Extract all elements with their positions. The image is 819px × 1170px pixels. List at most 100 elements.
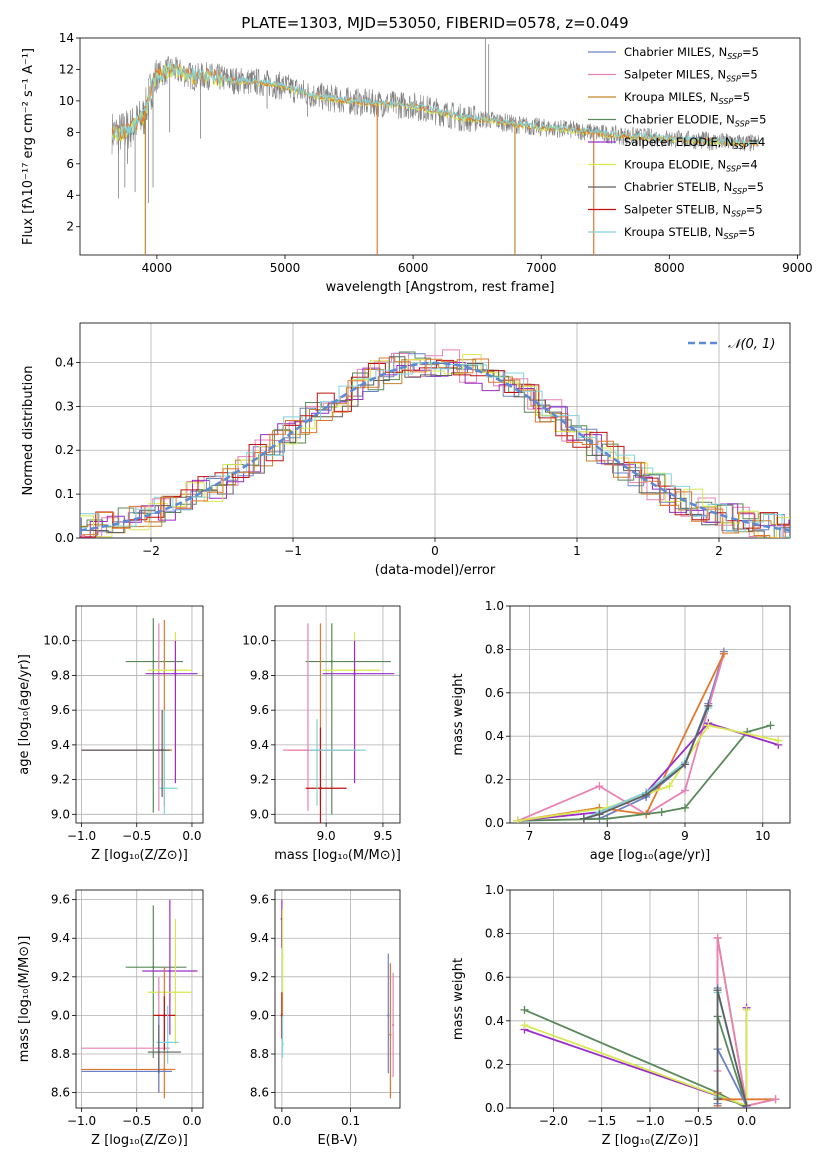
tick-label-y: 10.0 [242,634,269,648]
tick-label-x: 8000 [654,261,685,275]
tick-label-y: 14 [59,31,74,45]
age_vs_mass-panel: 9.0 9.5 9.0 9.2 9.4 9.6 9.8 10.0 mass [log₁₀(M/M… [242,605,401,863]
histogram-series [80,359,790,538]
tick-label-y: 9.2 [51,970,70,984]
weight-lines [520,933,780,1108]
plus-marker [513,816,522,823]
tick-label-y: 9.8 [250,668,269,682]
weight-series [517,724,771,822]
data-point [315,748,319,752]
data-point [160,748,164,752]
histogram-steps [80,349,790,538]
tick-label-y: 0.2 [485,1057,504,1071]
legend-label: Chabrier STELIB, NSSP=5 [624,180,764,196]
y-axis-label: mass weight [451,958,466,1040]
weight-series [517,653,725,822]
tick-label-y: 1.0 [485,599,504,613]
plus-marker [681,803,689,812]
plus-marker [713,933,722,942]
tick-label-x: 9 [681,829,689,843]
legend-label: Kroupa MILES, NSSP=5 [624,90,750,106]
model-spectrum [111,62,760,146]
axes-frame [75,889,204,1109]
tick-label-y: 9.0 [250,1008,269,1022]
tick-label-y: 9.4 [250,931,269,945]
plus-marker [742,1005,751,1014]
errorbars [81,899,198,1099]
weight-series [517,724,779,822]
tick-label-y: 9.4 [250,738,269,752]
legend-label: Salpeter ELODIE, NSSP=4 [624,135,765,151]
axes-frame [274,605,401,824]
data-point [330,660,334,663]
plus-marker [719,649,728,658]
tick-label-y: 0.0 [55,531,74,545]
tick-label-x: 9.5 [373,829,392,843]
figure-title: PLATE=1303, MJD=53050, FIBERID=0578, z=0… [241,14,628,32]
x-axis-label: Z [log₁₀(Z/Z⊙)] [91,1133,188,1148]
data-point [157,1050,161,1054]
plus-marker [771,1095,780,1104]
tick-label-x: 9.0 [317,829,336,843]
tick-label-y: 9.6 [250,893,269,907]
tick-label-x: −2.0 [539,1114,568,1128]
tick-label-y: 9.0 [250,807,269,821]
tick-label-y: 9.6 [51,893,70,907]
mass_vs_Z-panel: −1.0 −0.5 0.0 8.6 8.8 9.0 9.2 9.4 9.6 Z [log₁₀(Z/… [17,889,204,1148]
legend-label: Salpeter STELIB, NSSP=5 [624,203,763,219]
data-point [174,991,177,994]
tick-label-y: 0.4 [55,355,74,369]
legend-label: 𝒩(0, 1) [728,337,775,352]
tick-label-x: −0.5 [122,1114,151,1128]
tick-label-x: 0.0 [737,1114,756,1128]
x-axis-label: Z [log₁₀(Z/Z⊙)] [602,1133,699,1148]
tick-label-x: −1.0 [67,829,96,843]
data-point [163,1068,166,1071]
axes-frame [509,605,791,824]
histogram-series [80,362,790,538]
tick-label-y: 8 [66,125,74,139]
tick-label-y: 0.8 [485,927,504,941]
tick-label-y: 9.2 [250,970,269,984]
model-spectrum [111,63,760,148]
data-point [163,787,166,790]
data-point [389,1033,392,1036]
plus-marker [603,814,612,823]
axes-frame [79,37,801,256]
tick-label-y: 8.8 [250,1047,269,1061]
tick-label-y: 9.0 [51,807,70,821]
data-point [387,1014,390,1017]
histogram-series [80,362,790,538]
plus-marker [681,786,689,795]
tick-label-y: 0.2 [485,773,504,787]
tick-label-y: 0.1 [55,487,74,501]
plus-marker [713,1095,722,1104]
plus-marker [595,782,604,791]
tick-label-x: 7 [526,829,534,843]
x-axis-label: (data-model)/error [375,563,496,578]
weight-series [517,722,779,822]
tick-label-x: 0.1 [341,1114,360,1128]
plus-marker [774,736,783,745]
x-axis-label: wavelength [Angstrom, rest frame] [326,280,555,295]
tick-label-x: −1.0 [67,1114,96,1128]
tick-label-x: 0.0 [182,1114,201,1128]
tick-label-y: 9.8 [51,668,70,682]
histogram-panel: −2 −1 0 1 2 0.0 0.1 0.2 0.3 0.4 (data-model)/error… [21,322,791,578]
tick-label-x: 10 [755,829,770,843]
tick-label-y: 10 [59,94,74,108]
histogram-series [80,354,790,538]
axes-frame [75,605,204,824]
tick-label-x: 2 [715,544,723,558]
tick-label-x: −1.5 [587,1114,616,1128]
tick-label-x: 4000 [142,261,173,275]
x-axis-label: age [log₁₀(age/yr)] [590,848,711,863]
tick-label-y: 0.6 [485,970,504,984]
legend-label: Salpeter MILES, NSSP=5 [624,68,758,84]
tick-label-x: −0.5 [684,1114,713,1128]
tick-label-x: 0.0 [182,829,201,843]
weight-series [517,653,725,822]
tick-label-x: 0 [431,544,439,558]
massweight_vs_age-panel: 7 8 9 10 0.0 0.2 0.4 0.6 0.8 1.0 age [log₁₀(age/yr… [451,599,791,863]
